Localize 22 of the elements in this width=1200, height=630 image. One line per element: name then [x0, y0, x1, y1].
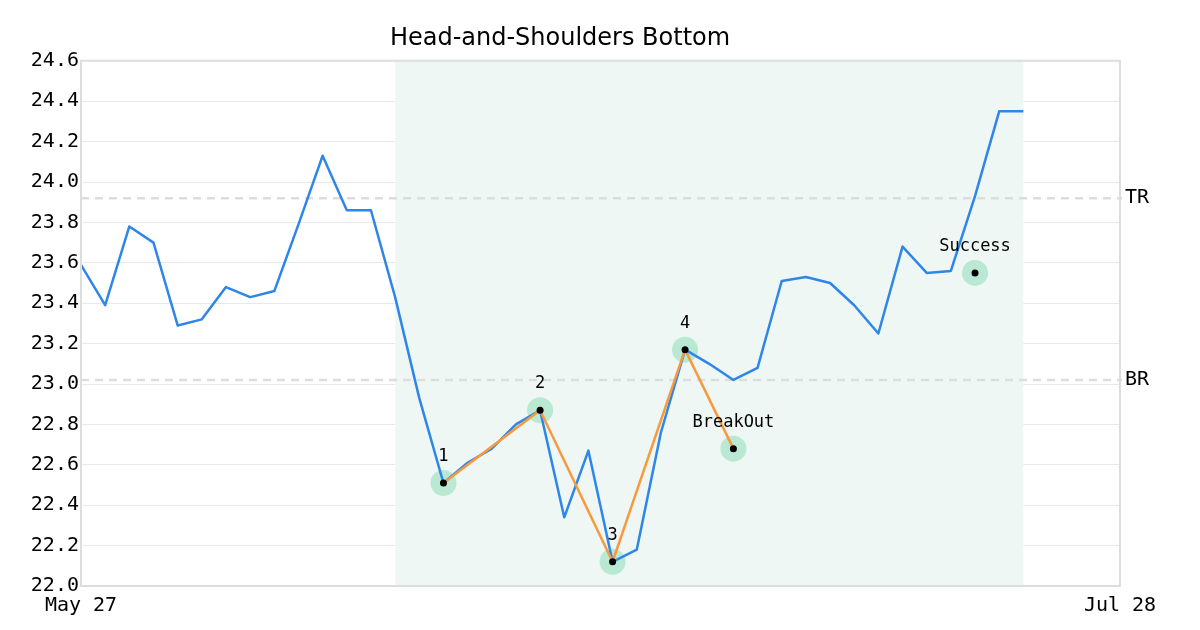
ref-line-label: BR [1125, 366, 1151, 391]
annotation: 2 [534, 372, 546, 393]
y-tick-label: 23.4 [30, 289, 79, 314]
y-tick-label: 23.2 [30, 329, 79, 354]
y-tick-label: 23.8 [30, 208, 79, 233]
chart-title: Head-and-Shoulders Bottom [389, 22, 731, 51]
y-tick-label: 23.0 [30, 370, 79, 395]
y-tick-label: 23.6 [30, 249, 79, 273]
y-tick-label: 24.4 [30, 87, 79, 112]
y-tick-label: 22.4 [30, 491, 79, 516]
y-tick-label: 22.2 [30, 531, 79, 556]
annotation: 4 [679, 311, 691, 332]
x-tick-label: Jul 28 [1083, 592, 1157, 617]
y-tick-label: 22.6 [30, 451, 79, 475]
annotation: 3 [607, 523, 618, 544]
annotation: 1 [438, 444, 449, 465]
point [962, 259, 989, 286]
y-tick-label: 24.6 [30, 47, 79, 71]
y-tick-label: 24.0 [30, 168, 79, 193]
y-tick-label: 22.8 [30, 410, 79, 435]
y-tick-label: 24.2 [30, 127, 79, 152]
ref-line-label: TR [1125, 184, 1151, 209]
